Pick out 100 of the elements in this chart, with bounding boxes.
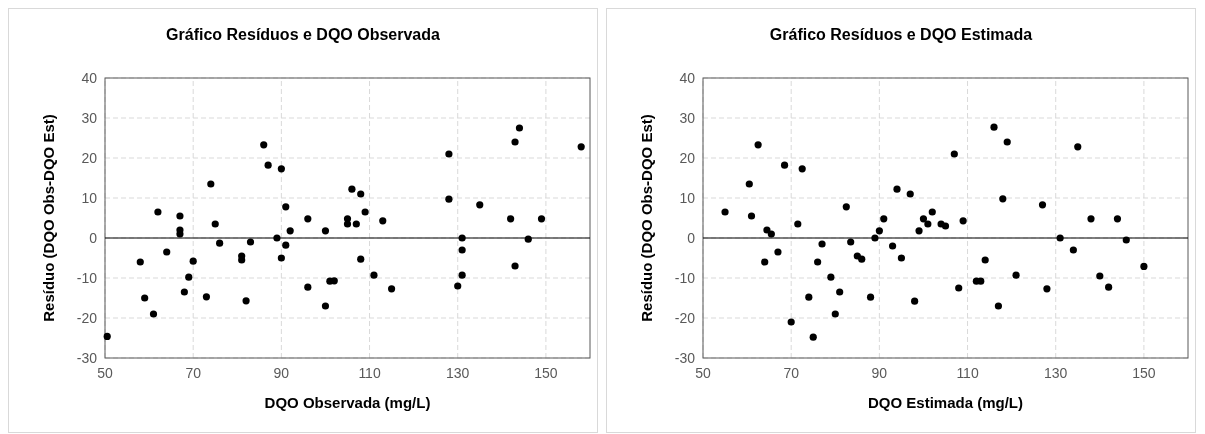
y-tick-label: 0 bbox=[89, 230, 98, 246]
y-tick-label: -10 bbox=[76, 270, 98, 286]
point bbox=[1074, 143, 1082, 151]
point bbox=[361, 208, 369, 216]
point bbox=[1140, 262, 1148, 270]
point bbox=[959, 217, 967, 225]
point bbox=[458, 246, 466, 254]
point bbox=[370, 271, 378, 279]
point bbox=[794, 220, 802, 228]
point bbox=[893, 185, 901, 193]
y-axis-title: Resíduo (DQO Obs-DQO Est) bbox=[638, 114, 655, 322]
point bbox=[348, 185, 356, 193]
point bbox=[1122, 236, 1130, 244]
point bbox=[343, 220, 352, 228]
point bbox=[260, 141, 268, 149]
point bbox=[515, 124, 524, 132]
y-tick-label: 40 bbox=[81, 70, 98, 86]
x-axis-title: DQO Observada (mg/L) bbox=[264, 394, 431, 411]
x-tick-label: 150 bbox=[1132, 365, 1156, 381]
point bbox=[577, 143, 585, 151]
point bbox=[897, 254, 906, 262]
point bbox=[915, 227, 923, 235]
point bbox=[763, 226, 771, 234]
point bbox=[1087, 215, 1095, 223]
point bbox=[990, 123, 998, 131]
point bbox=[189, 257, 197, 265]
point bbox=[774, 248, 782, 256]
point bbox=[977, 277, 985, 285]
point bbox=[154, 208, 162, 216]
point bbox=[202, 293, 211, 301]
point bbox=[141, 294, 149, 302]
chart-title: Gráfico Resíduos e DQO Estimada bbox=[769, 26, 1033, 43]
point bbox=[445, 195, 453, 203]
point bbox=[858, 255, 866, 263]
point bbox=[919, 215, 928, 223]
point bbox=[352, 220, 360, 228]
point bbox=[207, 180, 215, 188]
point bbox=[814, 258, 822, 266]
point bbox=[1113, 215, 1122, 223]
point bbox=[981, 256, 989, 264]
point bbox=[809, 333, 817, 341]
point bbox=[1105, 283, 1113, 291]
point bbox=[787, 318, 795, 326]
y-tick-label: -30 bbox=[674, 350, 696, 366]
point bbox=[537, 215, 546, 223]
point bbox=[1096, 272, 1104, 280]
point bbox=[950, 150, 958, 158]
point bbox=[888, 242, 897, 250]
point bbox=[1038, 201, 1047, 209]
y-tick-label: -20 bbox=[674, 310, 696, 326]
point bbox=[866, 293, 875, 301]
point bbox=[321, 302, 330, 310]
point bbox=[180, 288, 188, 296]
point bbox=[847, 238, 855, 246]
point bbox=[1069, 246, 1077, 254]
point bbox=[387, 285, 396, 293]
point bbox=[1043, 285, 1051, 293]
point bbox=[836, 288, 844, 296]
point bbox=[304, 215, 312, 223]
y-tick-label: 0 bbox=[687, 230, 696, 246]
point bbox=[767, 230, 775, 238]
point bbox=[928, 208, 936, 216]
point bbox=[524, 235, 532, 243]
point bbox=[805, 293, 813, 301]
point bbox=[745, 180, 753, 188]
point bbox=[880, 215, 888, 223]
point bbox=[941, 222, 950, 230]
point bbox=[136, 258, 144, 266]
x-tick-label: 130 bbox=[446, 365, 470, 381]
point bbox=[304, 283, 312, 291]
x-tick-label: 150 bbox=[534, 365, 558, 381]
point bbox=[286, 227, 294, 235]
point bbox=[445, 150, 453, 158]
point bbox=[507, 215, 515, 223]
point bbox=[211, 220, 219, 228]
y-tick-label: 20 bbox=[81, 150, 98, 166]
point bbox=[1056, 234, 1064, 242]
point bbox=[242, 297, 250, 305]
point bbox=[277, 254, 285, 262]
y-tick-label: -30 bbox=[76, 350, 98, 366]
y-tick-label: 40 bbox=[679, 70, 696, 86]
point bbox=[871, 234, 879, 242]
x-tick-label: 110 bbox=[956, 365, 979, 381]
point bbox=[721, 208, 729, 216]
point bbox=[818, 240, 826, 248]
x-tick-label: 90 bbox=[871, 365, 888, 381]
point bbox=[357, 255, 365, 263]
y-tick-label: 30 bbox=[679, 110, 696, 126]
x-tick-label: 50 bbox=[97, 365, 113, 381]
point bbox=[761, 258, 769, 266]
point bbox=[924, 220, 932, 228]
point bbox=[246, 238, 255, 246]
point bbox=[264, 161, 272, 169]
point bbox=[379, 217, 387, 225]
x-tick-label: 110 bbox=[358, 365, 381, 381]
point bbox=[476, 201, 484, 209]
point bbox=[1012, 271, 1020, 279]
point bbox=[216, 239, 224, 247]
point bbox=[827, 273, 835, 281]
y-tick-label: -20 bbox=[76, 310, 98, 326]
